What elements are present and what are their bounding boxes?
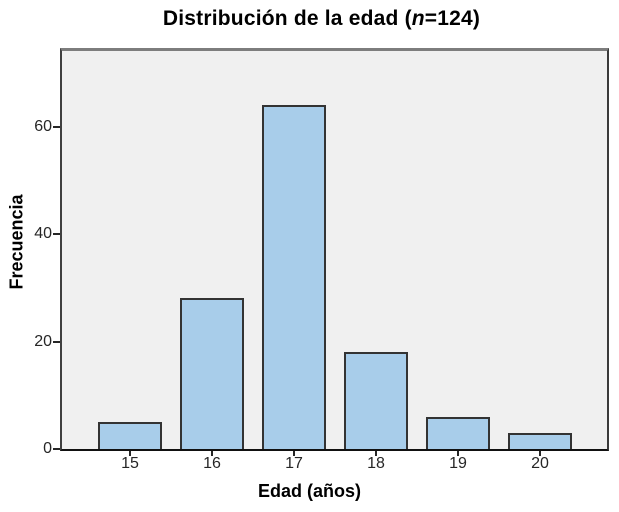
bar-20 <box>508 433 572 449</box>
bar-16 <box>180 298 244 449</box>
chart-title: Distribución de la edad (n=124) <box>24 7 619 31</box>
x-tick-mark-18 <box>375 451 377 456</box>
y-tick-mark-60 <box>53 125 60 128</box>
x-tick-mark-17 <box>293 451 295 456</box>
x-tick-mark-15 <box>129 451 131 456</box>
y-tick-label-0: 0 <box>43 440 52 457</box>
y-tick-mark-0 <box>53 448 60 450</box>
x-tick-label-17: 17 <box>285 455 303 472</box>
x-tick-mark-20 <box>539 451 541 456</box>
x-tick-mark-16 <box>211 451 213 456</box>
x-tick-label-16: 16 <box>203 455 221 472</box>
x-axis-title: Edad (años) <box>257 481 361 501</box>
y-tick-mark-20 <box>53 340 60 343</box>
y-tick-label-20: 20 <box>34 332 52 350</box>
bar-17 <box>262 105 326 449</box>
y-tick-mark-40 <box>53 233 60 235</box>
chart-title-suffix: =124) <box>424 7 481 30</box>
bar-19 <box>426 417 490 449</box>
bar-18 <box>344 352 408 449</box>
chart-title-n-italic: n <box>411 7 425 30</box>
x-tick-label-18: 18 <box>367 455 385 472</box>
x-tick-mark-19 <box>457 451 459 456</box>
y-tick-label-60: 60 <box>34 117 52 135</box>
chart-title-prefix: Distribución de la edad ( <box>162 7 412 30</box>
x-tick-label-20: 20 <box>531 455 549 472</box>
plot-area <box>60 48 609 451</box>
y-tick-label-40: 40 <box>34 225 52 242</box>
x-tick-label-19: 19 <box>449 455 467 472</box>
x-tick-label-15: 15 <box>121 455 139 472</box>
bar-15 <box>98 422 162 449</box>
